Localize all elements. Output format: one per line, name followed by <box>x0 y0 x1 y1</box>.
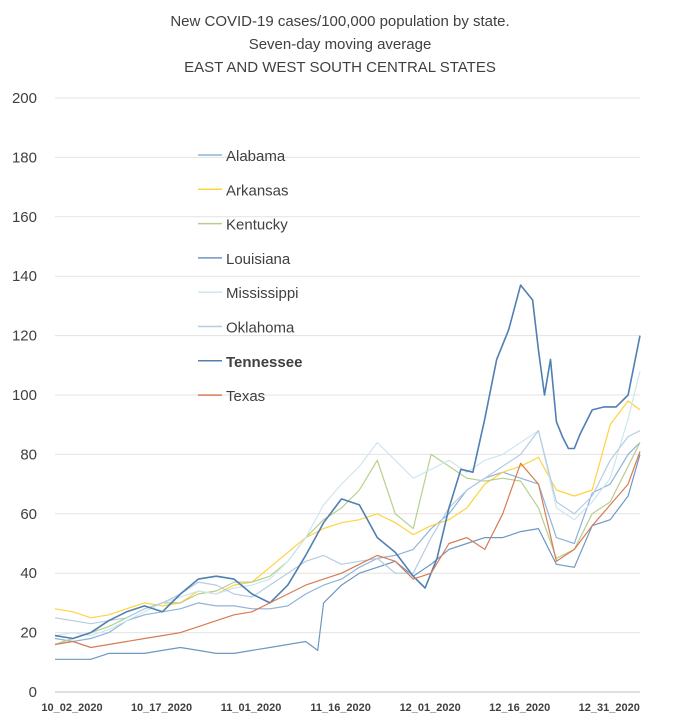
legend-label-kentucky: Kentucky <box>226 217 288 234</box>
series-line-louisiana <box>55 454 641 660</box>
series-line-oklahoma <box>54 430 641 625</box>
x-axis-ticks: 10_02_2020 10_17_2020 11_01_2020 11_16_2020… <box>41 702 639 714</box>
y-tick-label: 0 <box>29 684 37 701</box>
series-line-arkansas <box>54 400 641 619</box>
chart-title-block: New COVID-19 cases/100,000 population by… <box>0 10 680 79</box>
y-tick-label: 140 <box>12 268 37 285</box>
y-tick-label: 40 <box>20 565 37 582</box>
x-tick-label: 10_02_2020 <box>41 702 102 714</box>
x-tick-label: 12_16_2020 <box>489 702 550 714</box>
y-tick-label: 180 <box>12 149 37 166</box>
series-line-texas <box>54 451 641 649</box>
gridlines <box>55 97 640 693</box>
x-tick-label: 12_01_2020 <box>400 702 461 714</box>
y-tick-label: 100 <box>12 387 37 404</box>
x-tick-label: 12_31_2020 <box>579 702 640 714</box>
y-tick-label: 20 <box>20 625 37 642</box>
x-tick-label: 11_16_2020 <box>310 702 371 714</box>
y-tick-label: 200 <box>12 90 37 107</box>
legend: Alabama Arkansas Kentucky Louisiana Mississi… <box>198 148 302 405</box>
chart-subtitle-region: EAST AND WEST SOUTH CENTRAL STATES <box>184 59 496 76</box>
y-tick-label: 120 <box>12 328 37 345</box>
series-line-mississippi <box>54 371 641 637</box>
chart-subtitle: Seven-day moving average <box>248 36 432 53</box>
legend-label-alabama: Alabama <box>226 148 286 165</box>
y-tick-label: 60 <box>20 506 37 523</box>
x-tick-label: 11_01_2020 <box>221 702 282 714</box>
y-tick-label: 160 <box>12 209 37 226</box>
legend-label-arkansas: Arkansas <box>226 182 289 199</box>
series-line-alabama <box>54 442 641 643</box>
series-lines <box>54 284 641 660</box>
legend-label-louisiana: Louisiana <box>226 251 291 268</box>
chart-title: New COVID-19 cases/100,000 population by… <box>170 13 510 30</box>
series-line-tennessee <box>54 284 641 640</box>
legend-label-texas: Texas <box>226 388 265 405</box>
legend-label-mississippi: Mississippi <box>226 285 299 302</box>
legend-label-oklahoma: Oklahoma <box>226 320 295 337</box>
legend-label-tennessee: Tennessee <box>226 354 302 371</box>
x-tick-label: 10_17_2020 <box>131 702 192 714</box>
y-tick-label: 80 <box>20 446 37 463</box>
y-axis-ticks: 0 20 40 60 80 100 120 140 160 180 200 <box>12 90 37 701</box>
